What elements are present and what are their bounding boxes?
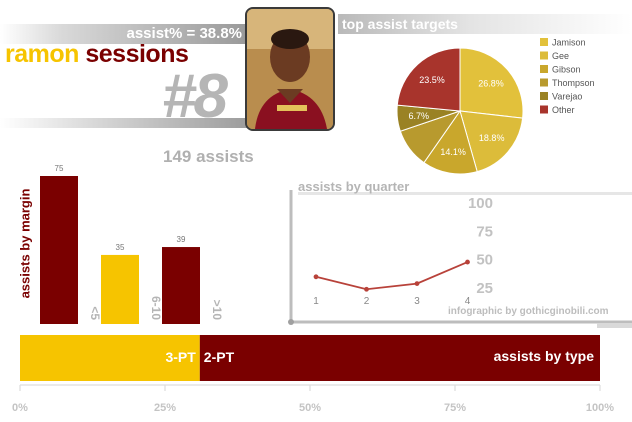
line-point-q2 bbox=[364, 286, 369, 292]
pie-slice-label-jamison: 26.8% bbox=[478, 78, 504, 88]
legend-swatch-thompson bbox=[540, 78, 548, 87]
pie-slice-label-gibson: 14.1% bbox=[440, 147, 466, 157]
line-ytick-label: 75 bbox=[476, 223, 493, 240]
type-chart-title: assists by type bbox=[493, 348, 594, 364]
player-photo bbox=[245, 7, 335, 131]
pie-slice-other bbox=[396, 47, 461, 112]
type-bar-3-pt bbox=[20, 335, 200, 381]
pie-chart-title: top assist targets bbox=[342, 16, 458, 32]
type-axis-tick-label: 0% bbox=[12, 402, 28, 414]
margin-category-label: <5 bbox=[88, 306, 102, 320]
line-chart-title-underline bbox=[298, 192, 632, 195]
player-last-name: sessions bbox=[85, 40, 189, 68]
type-bar-label: 3-PT bbox=[165, 349, 196, 365]
line-xtick-label: 2 bbox=[364, 296, 370, 307]
quarter-chart-title: assists by quarter bbox=[298, 179, 410, 194]
line-point-q4 bbox=[465, 259, 470, 265]
type-bar-label: 2-PT bbox=[204, 349, 235, 365]
line-xtick-label: 1 bbox=[313, 296, 319, 307]
legend-swatch-gee bbox=[540, 51, 548, 60]
line-point-q1 bbox=[313, 274, 319, 280]
line-xtick-label: 3 bbox=[414, 296, 420, 307]
pie-legend: Jamison Gee Gibson Thompson Varejao Other bbox=[540, 38, 595, 115]
player-name: ramon sessions bbox=[5, 40, 189, 69]
legend-swatch-gibson bbox=[540, 65, 548, 73]
total-assists-label: 149 assists bbox=[163, 147, 254, 166]
line-point-q3 bbox=[414, 281, 420, 286]
margin-bar-value: 35 bbox=[116, 243, 125, 252]
legend-label-gibson: Gibson bbox=[552, 65, 581, 75]
type-bar-2-pt bbox=[199, 335, 601, 381]
assist-percentage: assist% = 38.8% bbox=[126, 25, 243, 42]
margin-category-label: >10 bbox=[210, 300, 224, 321]
line-xtick-label: 4 bbox=[465, 296, 471, 307]
type-axis-tick-label: 100% bbox=[586, 402, 614, 414]
quarter-line-chart: 25 50 75 100 1 2 3 4 bbox=[288, 190, 632, 325]
margin-bar-value: 39 bbox=[177, 235, 186, 244]
pie-slice-gee bbox=[459, 110, 524, 173]
type-bar-chart: 3-PT 2-PT 0% 25% 50% 75% 100% bbox=[12, 323, 632, 414]
line-ytick-label: 25 bbox=[476, 280, 493, 297]
jersey-number: #8 bbox=[162, 62, 228, 131]
pie-slice-label-varejao: 6.7% bbox=[408, 111, 429, 121]
margin-chart-ylabel: assists by margin bbox=[17, 188, 33, 299]
type-axis-tick-label: 25% bbox=[154, 402, 176, 414]
line-series bbox=[315, 261, 468, 291]
pie-slice-jamison bbox=[459, 47, 524, 119]
legend-label-thompson: Thompson bbox=[552, 78, 595, 88]
line-ytick-label: 50 bbox=[476, 252, 493, 269]
margin-bar-2 bbox=[101, 254, 139, 324]
type-axis-tick-label: 50% bbox=[299, 402, 321, 414]
legend-label-other: Other bbox=[552, 105, 575, 115]
legend-label-jamison: Jamison bbox=[552, 38, 586, 48]
pie-slice-gibson bbox=[423, 109, 478, 175]
player-photo-image bbox=[247, 9, 333, 129]
type-axis-tick-label: 75% bbox=[444, 402, 466, 414]
credit-text: infographic by gothicginobili.com bbox=[448, 306, 609, 317]
legend-label-gee: Gee bbox=[552, 51, 569, 61]
margin-category-label: 6-10 bbox=[149, 296, 163, 320]
pie-slice-label-other: 23.5% bbox=[419, 75, 445, 85]
margin-bar-1 bbox=[40, 176, 78, 324]
legend-swatch-other bbox=[540, 105, 548, 114]
margin-bar-value: 75 bbox=[55, 164, 64, 173]
line-chart-frame-corner bbox=[288, 319, 294, 325]
margin-bar-3 bbox=[162, 247, 200, 324]
type-bar-top-edge bbox=[597, 323, 632, 328]
pie-chart: 26.8% 18.8% 14.1% 6.7% 23.5% bbox=[396, 47, 524, 175]
pie-title-bar bbox=[338, 14, 632, 34]
pie-slice-label-gee: 18.8% bbox=[479, 133, 505, 143]
legend-label-varejao: Varejao bbox=[552, 92, 582, 102]
margin-bar-chart: 75 <5 35 6-10 39 >10 bbox=[40, 164, 224, 324]
line-ytick-label: 100 bbox=[468, 195, 493, 212]
player-first-name: ramon bbox=[5, 40, 79, 68]
header-bar bbox=[0, 24, 246, 44]
header-divider bbox=[0, 118, 248, 128]
legend-swatch-jamison bbox=[540, 38, 548, 46]
legend-swatch-varejao bbox=[540, 92, 548, 100]
